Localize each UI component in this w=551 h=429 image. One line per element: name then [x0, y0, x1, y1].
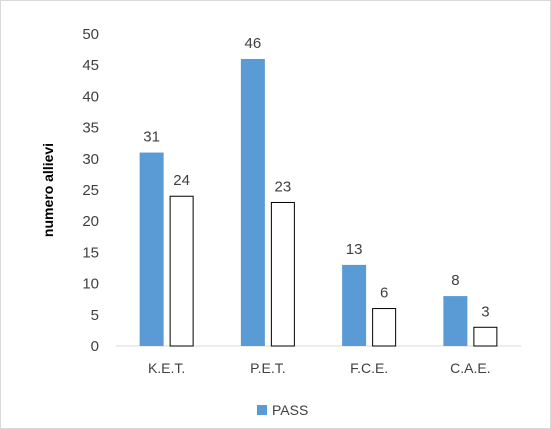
- bar-series-2: [169, 195, 194, 347]
- data-label-series-2: 24: [173, 172, 190, 189]
- bar-pass: [139, 152, 164, 346]
- data-labels: 31 24 46 23 13 6 8 3: [143, 35, 489, 320]
- x-category-label: C.A.E.: [450, 360, 490, 376]
- y-tick-label: 50: [82, 26, 99, 43]
- y-axis-title: numero allievi: [40, 143, 56, 237]
- bar-series-2: [372, 308, 397, 347]
- x-category-label: F.C.E.: [350, 360, 388, 376]
- x-category-label: P.E.T.: [250, 360, 286, 376]
- y-tick-label: 45: [82, 57, 99, 74]
- x-category-label: K.E.T.: [148, 360, 185, 376]
- y-tick-label: 30: [82, 151, 99, 168]
- data-label-series-2: 23: [275, 178, 292, 195]
- y-tick-label: 20: [82, 213, 99, 230]
- data-label-pass: 13: [346, 241, 363, 258]
- y-axis-ticks: 0 5 10 15 20 25 30 35 40 45 50: [82, 26, 99, 355]
- legend-label-pass: PASS: [272, 402, 308, 418]
- bar-pass: [240, 58, 265, 347]
- bar-series-2: [473, 326, 498, 347]
- y-tick-label: 10: [82, 276, 99, 293]
- bar-pass: [342, 264, 367, 346]
- y-tick-label: 5: [91, 307, 99, 324]
- bar-series-2: [270, 201, 295, 347]
- bars: [139, 58, 498, 347]
- data-label-series-2: 6: [380, 285, 388, 302]
- y-tick-label: 25: [82, 182, 99, 199]
- y-tick-label: 40: [82, 88, 99, 105]
- data-label-pass: 31: [143, 129, 160, 146]
- legend: PASS: [257, 402, 308, 418]
- y-tick-label: 0: [91, 338, 99, 355]
- data-label-series-2: 3: [481, 303, 489, 320]
- bar-pass: [443, 296, 468, 346]
- data-label-pass: 8: [451, 272, 459, 289]
- x-axis-categories: K.E.T. P.E.T. F.C.E. C.A.E.: [148, 360, 491, 376]
- data-label-pass: 46: [245, 35, 262, 52]
- y-tick-label: 35: [82, 120, 99, 137]
- y-tick-label: 15: [82, 244, 99, 261]
- legend-swatch-pass: [257, 405, 267, 415]
